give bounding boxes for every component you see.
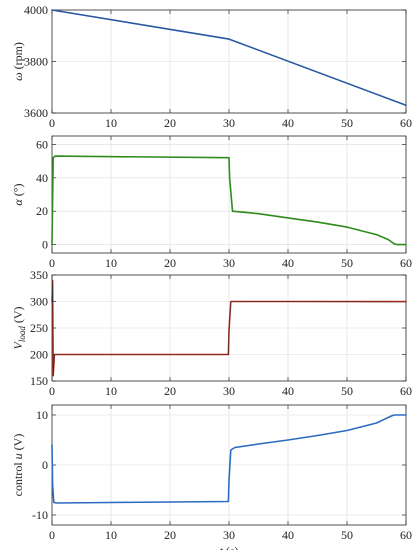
- x-tick-label: 0: [49, 116, 55, 130]
- y-tick-label: 60: [36, 137, 48, 151]
- y-axis-label-vload-part: load: [17, 326, 27, 343]
- x-tick-label: 30: [223, 384, 235, 398]
- x-tick-label: 50: [341, 116, 353, 130]
- y-tick-label: 10: [36, 408, 48, 422]
- y-axis-label-control-part: (V): [11, 434, 25, 454]
- x-axis-label-part: (s): [223, 544, 239, 550]
- y-axis-label-vload-part: (V): [11, 306, 25, 326]
- y-tick-label: 20: [36, 204, 48, 218]
- y-axis-label-omega-part: ω: [11, 72, 25, 80]
- x-tick-label: 10: [105, 116, 117, 130]
- x-tick-label: 10: [105, 384, 117, 398]
- y-tick-label: 40: [36, 171, 48, 185]
- series-line-control-0: [51, 414, 407, 504]
- y-tick-label: 0: [42, 458, 48, 472]
- x-tick-label: 40: [282, 528, 294, 542]
- x-tick-label: 10: [105, 256, 117, 270]
- x-tick-label: 60: [400, 256, 412, 270]
- y-tick-label: -10: [32, 508, 48, 522]
- y-axis-label-omega-part: (rpm): [11, 42, 25, 72]
- y-axis-label-vload-part: V: [11, 341, 25, 350]
- y-tick-label: 350: [30, 268, 48, 282]
- y-axis-label-vload: Vload (V): [11, 306, 27, 349]
- x-tick-label: 10: [105, 528, 117, 542]
- x-tick-label: 60: [400, 384, 412, 398]
- x-tick-label: 50: [341, 528, 353, 542]
- x-tick-label: 30: [223, 116, 235, 130]
- y-tick-label: 150: [30, 374, 48, 388]
- series-line-vload-1: [51, 279, 407, 377]
- x-tick-label: 0: [49, 528, 55, 542]
- x-tick-label: 30: [223, 256, 235, 270]
- y-tick-label: 3600: [24, 106, 48, 120]
- y-axis-label-control-part: control: [11, 459, 25, 496]
- x-tick-label: 60: [400, 116, 412, 130]
- x-tick-label: 20: [164, 384, 176, 398]
- x-axis-label-part: t: [219, 544, 223, 550]
- y-axis-label-control-part: u: [11, 453, 25, 459]
- series-line-alpha-0: [51, 155, 407, 246]
- y-axis-label-alpha-part: α: [11, 199, 25, 206]
- y-tick-label: 4000: [24, 3, 48, 17]
- y-tick-label: 250: [30, 321, 48, 335]
- x-tick-label: 50: [341, 256, 353, 270]
- x-tick-label: 20: [164, 528, 176, 542]
- x-tick-label: 0: [49, 256, 55, 270]
- y-tick-label: 3800: [24, 55, 48, 69]
- y-axis-label-omega: ω (rpm): [11, 42, 25, 81]
- y-axis-label-control: control u (V): [11, 434, 25, 497]
- series-line-omega-0: [51, 9, 407, 107]
- x-tick-label: 60: [400, 528, 412, 542]
- x-tick-label: 0: [49, 384, 55, 398]
- y-axis-label-alpha-part: (°): [11, 183, 25, 199]
- x-tick-label: 20: [164, 116, 176, 130]
- y-tick-label: 300: [30, 295, 48, 309]
- x-axis-label: t (s): [219, 544, 238, 550]
- x-tick-label: 40: [282, 116, 294, 130]
- y-tick-label: 200: [30, 348, 48, 362]
- x-tick-label: 20: [164, 256, 176, 270]
- y-axis-label-alpha: α (°): [11, 183, 25, 205]
- y-tick-label: 0: [42, 238, 48, 252]
- x-tick-label: 40: [282, 384, 294, 398]
- x-tick-label: 50: [341, 384, 353, 398]
- x-tick-label: 30: [223, 528, 235, 542]
- x-tick-label: 40: [282, 256, 294, 270]
